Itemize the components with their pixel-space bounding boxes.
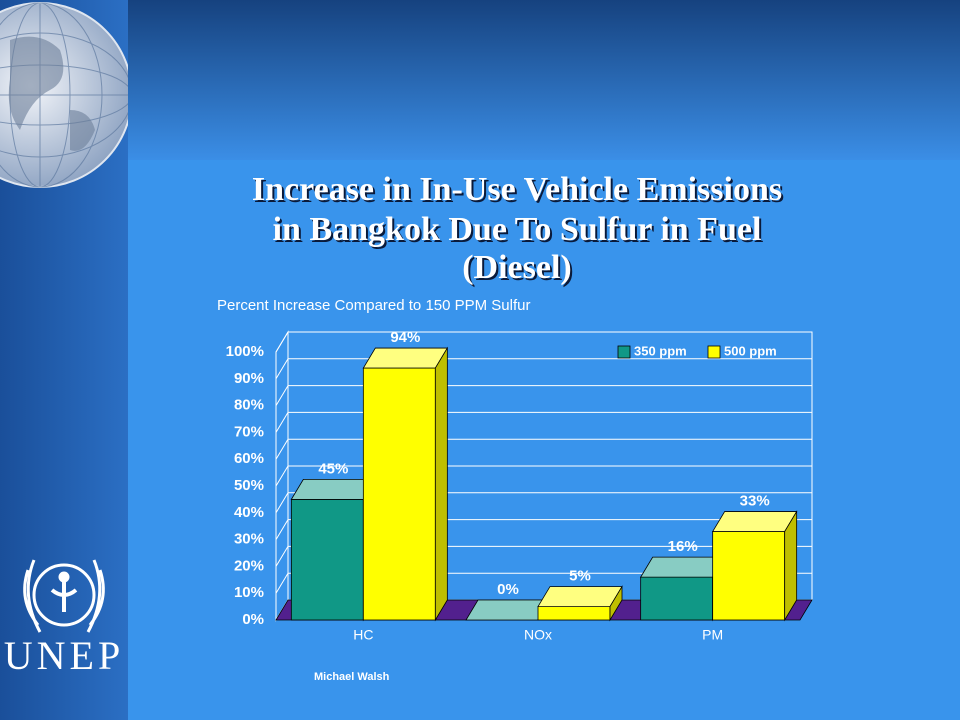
bar: [639, 555, 726, 622]
grid-line-side: [275, 492, 289, 514]
globe: [0, 2, 128, 188]
grid-line-side: [275, 546, 289, 567]
y-tick-label: 80%: [234, 397, 264, 414]
bar-front: [640, 576, 714, 621]
y-tick-label: 30%: [234, 531, 264, 548]
y-tick-label: 60%: [234, 450, 264, 467]
chart-title: in Bangkok Due To Sulfur in Fuel: [273, 211, 762, 248]
bar: [465, 599, 551, 621]
bar-top: [362, 347, 449, 369]
logo-text: UNEP: [4, 633, 124, 678]
value-label: 0%: [497, 581, 519, 598]
y-tick-label: 70%: [234, 423, 264, 440]
title-shadow: in Bangkok Due To Sulfur in Fuel: [275, 213, 764, 250]
bar-front: [712, 531, 786, 621]
grid-line-side: [275, 438, 289, 460]
bar-top: [537, 586, 623, 607]
x-tick-label: NOx: [524, 627, 552, 643]
unep-emblem: [23, 559, 105, 633]
grid-line-side: [275, 412, 289, 433]
title-shadow: (Diesel): [464, 251, 574, 288]
bar-front: [362, 367, 436, 621]
bar-top: [711, 511, 798, 532]
value-label: 33%: [740, 493, 770, 510]
x-tick-label: PM: [702, 627, 723, 643]
y-tick-label: 0%: [242, 611, 264, 628]
legend-label: 500 ppm: [724, 343, 777, 358]
value-label: 45%: [318, 460, 348, 477]
value-label: 5%: [569, 568, 591, 585]
bar: [362, 346, 449, 622]
bar-top: [465, 599, 551, 621]
bar-front: [290, 498, 364, 621]
title-shadow: Increase in In-Use Vehicle Emissions: [254, 173, 784, 210]
bar-front: [537, 606, 611, 621]
legend-label: 350 ppm: [634, 343, 687, 358]
author: Michael Walsh: [314, 671, 390, 683]
chart-subtitle: Percent Increase Compared to 150 PPM Sul…: [217, 297, 531, 314]
y-tick-label: 90%: [234, 370, 264, 387]
bar-top: [290, 478, 377, 500]
bar-side: [609, 585, 623, 622]
legend-swatch: [617, 345, 631, 359]
y-tick-label: 10%: [234, 584, 264, 601]
y-tick-label: 20%: [234, 557, 264, 574]
bar-top: [639, 556, 726, 578]
chart-title: Increase in In-Use Vehicle Emissions: [252, 171, 782, 208]
value-label: 16%: [668, 538, 698, 555]
bar-side: [434, 346, 448, 622]
bar: [537, 585, 623, 622]
grid-line-side: [275, 519, 289, 540]
bar: [290, 477, 377, 622]
y-tick-label: 40%: [234, 504, 264, 521]
bar-side: [784, 510, 798, 622]
chart-title: (Diesel): [462, 249, 572, 286]
top-band: [128, 0, 960, 160]
y-tick-label: 50%: [234, 477, 264, 494]
x-tick-label: HC: [353, 627, 373, 643]
value-label: 94%: [390, 329, 420, 346]
y-tick-label: 100%: [226, 343, 264, 360]
grid-line-side: [275, 358, 289, 380]
grid-line-side: [275, 572, 289, 594]
grid-line-side: [275, 465, 289, 487]
grid-line-side: [275, 331, 289, 353]
legend-swatch: [707, 345, 721, 359]
bar: [711, 510, 798, 622]
grid-line-side: [275, 385, 289, 406]
